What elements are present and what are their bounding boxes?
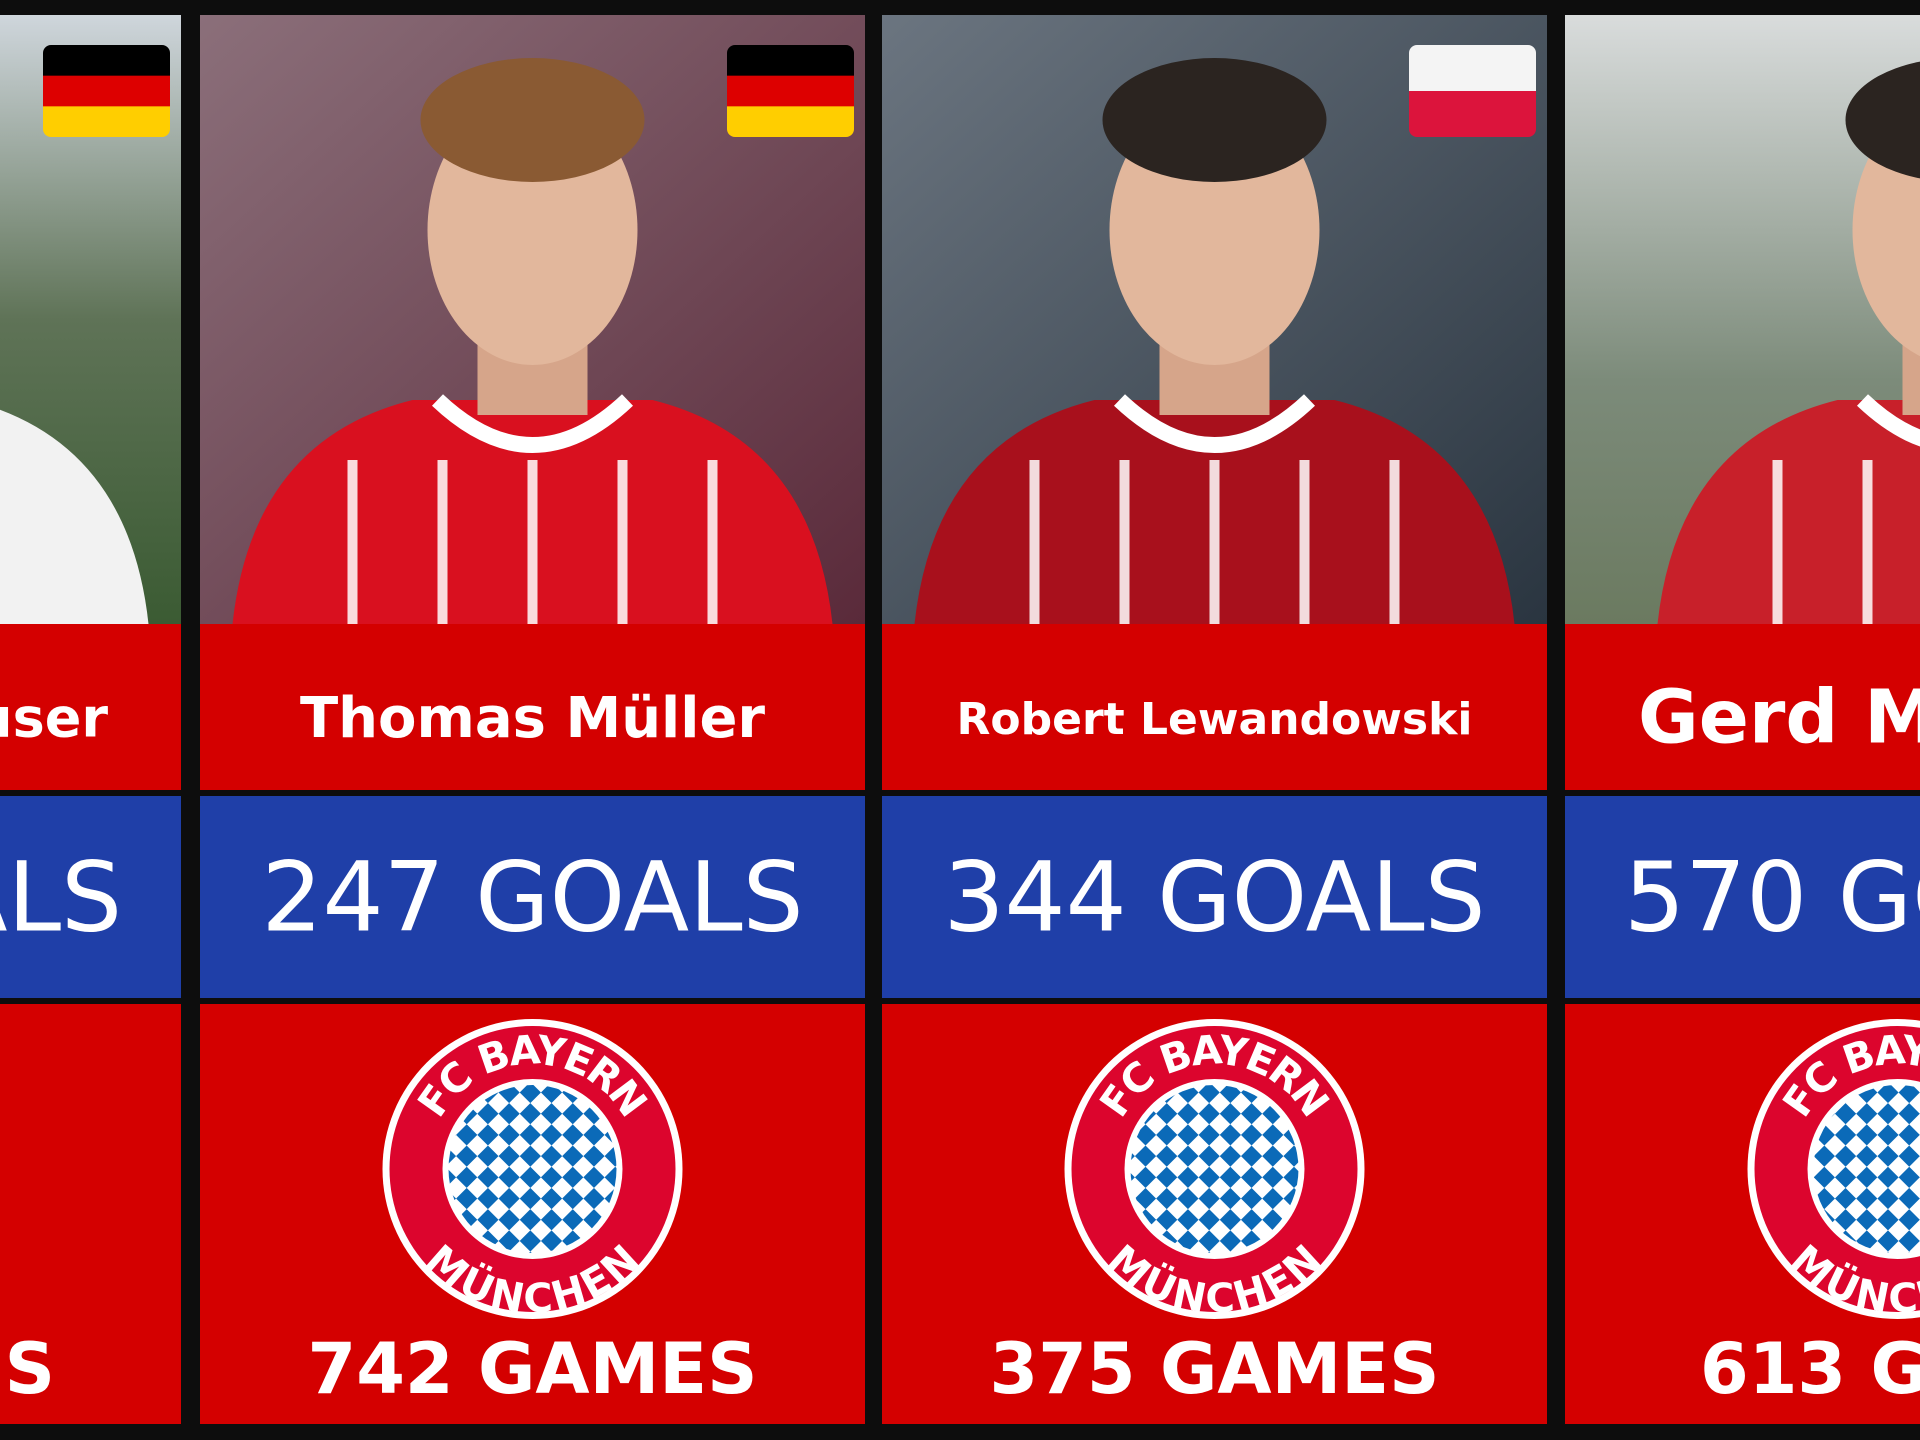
games-label: 742 GAMES [307,1328,757,1410]
shirt-stripe [1299,460,1310,624]
games-label: 613 GA [1700,1328,1920,1410]
logo-diamonds [1813,1085,1920,1253]
flag-stripe [727,75,854,107]
goals-band [1565,796,1920,998]
flag-stripe [1409,91,1536,137]
player-hair [1102,58,1327,182]
name-band [0,624,181,790]
goals-label: 570 GO [1624,841,1920,953]
flag-stripe [1409,45,1536,91]
shirt-stripe [617,460,628,624]
name-band [200,624,865,790]
shirt-stripe [437,460,448,624]
country-flag [1409,45,1536,137]
player-name: Gerd M [1638,675,1920,761]
flag-stripe [43,106,170,137]
country-flag [727,45,854,137]
player-name: user [0,687,108,750]
name-band [1565,624,1920,790]
goals-label: 247 GOALS [261,841,803,953]
shirt-stripe [347,460,358,624]
games-label: ES [0,1328,55,1410]
flag-stripe [727,106,854,137]
flag-stripe [43,45,170,76]
flag-stripe [727,45,854,76]
goals-band [882,796,1547,998]
player-shirt [1657,400,1920,624]
goals-label: ALS [0,841,122,953]
shirt-stripe [1862,460,1873,624]
name-band [882,624,1547,790]
goals-label: 344 GOALS [943,841,1485,953]
country-flag [43,45,170,137]
player-card: userALSFC BAYERNMÜNCHENES [0,15,181,1424]
player-collar [1114,394,1315,453]
player-name: Robert Lewandowski [957,694,1473,745]
player-collar [1857,394,1920,447]
player-name: Thomas Müller [300,686,765,751]
player-collar [432,394,633,453]
shirt-stripe [1029,460,1040,624]
games-label: 375 GAMES [989,1328,1439,1410]
goals-band [0,796,181,998]
shirt-stripe [1389,460,1400,624]
shirt-stripe [707,460,718,624]
shirt-stripe [1209,460,1220,624]
player-hair [420,58,645,182]
shirt-stripe [527,460,538,624]
shirt-stripe [1772,460,1783,624]
player-hair [1845,61,1920,179]
logo-diamonds [448,1085,617,1253]
games-band [0,1004,181,1424]
shirt-stripe [1119,460,1130,624]
goals-band [200,796,865,998]
flag-stripe [43,75,170,107]
logo-diamonds [1130,1085,1299,1253]
player-shirt [0,409,149,624]
